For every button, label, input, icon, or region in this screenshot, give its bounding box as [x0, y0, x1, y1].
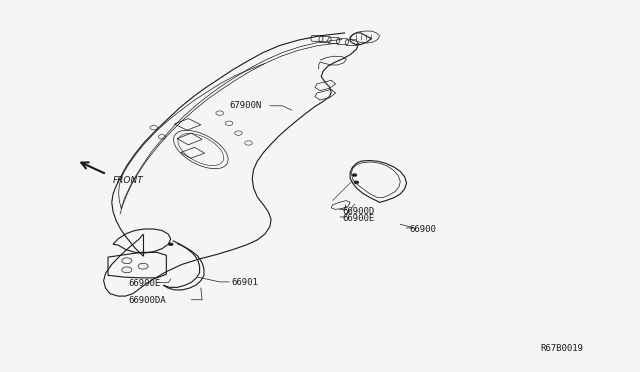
- Text: 66900D: 66900D: [342, 207, 374, 216]
- Circle shape: [168, 243, 173, 246]
- Circle shape: [354, 181, 359, 184]
- Text: 66900DA: 66900DA: [129, 296, 166, 305]
- Text: FRONT: FRONT: [113, 176, 144, 185]
- Text: 66900E: 66900E: [342, 214, 374, 223]
- Circle shape: [352, 174, 357, 177]
- Text: 67900N: 67900N: [229, 100, 261, 110]
- Text: R67B0019: R67B0019: [540, 344, 584, 353]
- Text: 66901: 66901: [231, 278, 258, 287]
- Text: 66900: 66900: [409, 225, 436, 234]
- Text: 66900E: 66900E: [129, 279, 161, 288]
